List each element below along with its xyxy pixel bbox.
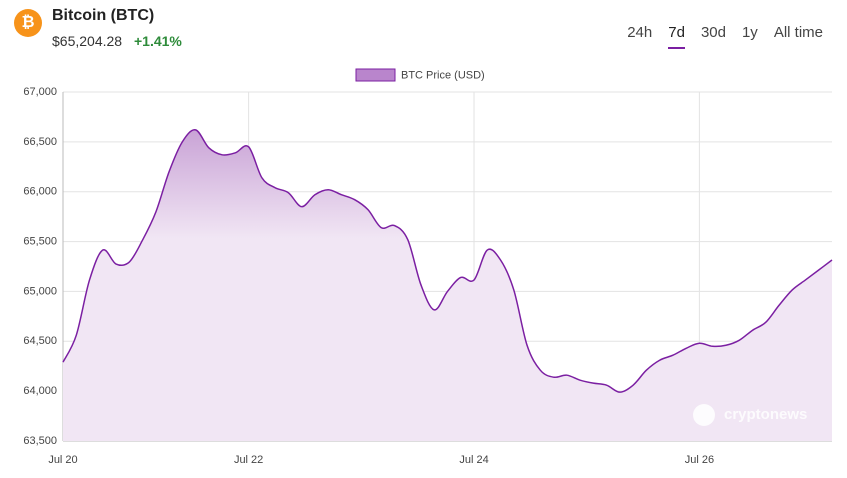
y-tick-label: 67,000 (23, 86, 57, 98)
watermark: cryptonews (724, 406, 807, 423)
range-tab[interactable]: 24h (627, 24, 653, 41)
y-tick-label: 66,000 (23, 186, 57, 198)
coin-price: $65,204.28 (52, 33, 123, 49)
y-tick-label: 64,000 (23, 385, 57, 397)
range-tab[interactable]: 30d (700, 24, 726, 41)
range-tabs: 24h 7d 30d 1y All time (627, 24, 823, 49)
legend-swatch (355, 68, 396, 82)
range-tab[interactable]: 7d (668, 24, 685, 49)
x-tick-label: Jul 22 (234, 454, 263, 466)
x-tick-label: Jul 20 (48, 454, 77, 466)
legend-label: BTC Price (USD) (401, 69, 485, 81)
price-change: +1.41% (134, 33, 182, 49)
x-tick-label: Jul 24 (459, 454, 488, 466)
y-tick-label: 64,500 (23, 335, 57, 347)
x-tick-label: Jul 26 (685, 454, 714, 466)
price-line (62, 129, 833, 393)
watermark-logo (693, 404, 715, 426)
coin-title: Bitcoin (BTC) (52, 7, 155, 24)
y-tick-label: 65,500 (23, 235, 57, 247)
coin-logo: ₿ (14, 9, 42, 37)
range-tab[interactable]: 1y (741, 24, 758, 41)
area-fill (63, 129, 832, 442)
range-tab[interactable]: All time (773, 24, 823, 41)
y-tick-label: 65,000 (23, 285, 57, 297)
y-tick-label: 66,500 (23, 136, 57, 148)
y-tick-label: 63,500 (23, 435, 57, 447)
